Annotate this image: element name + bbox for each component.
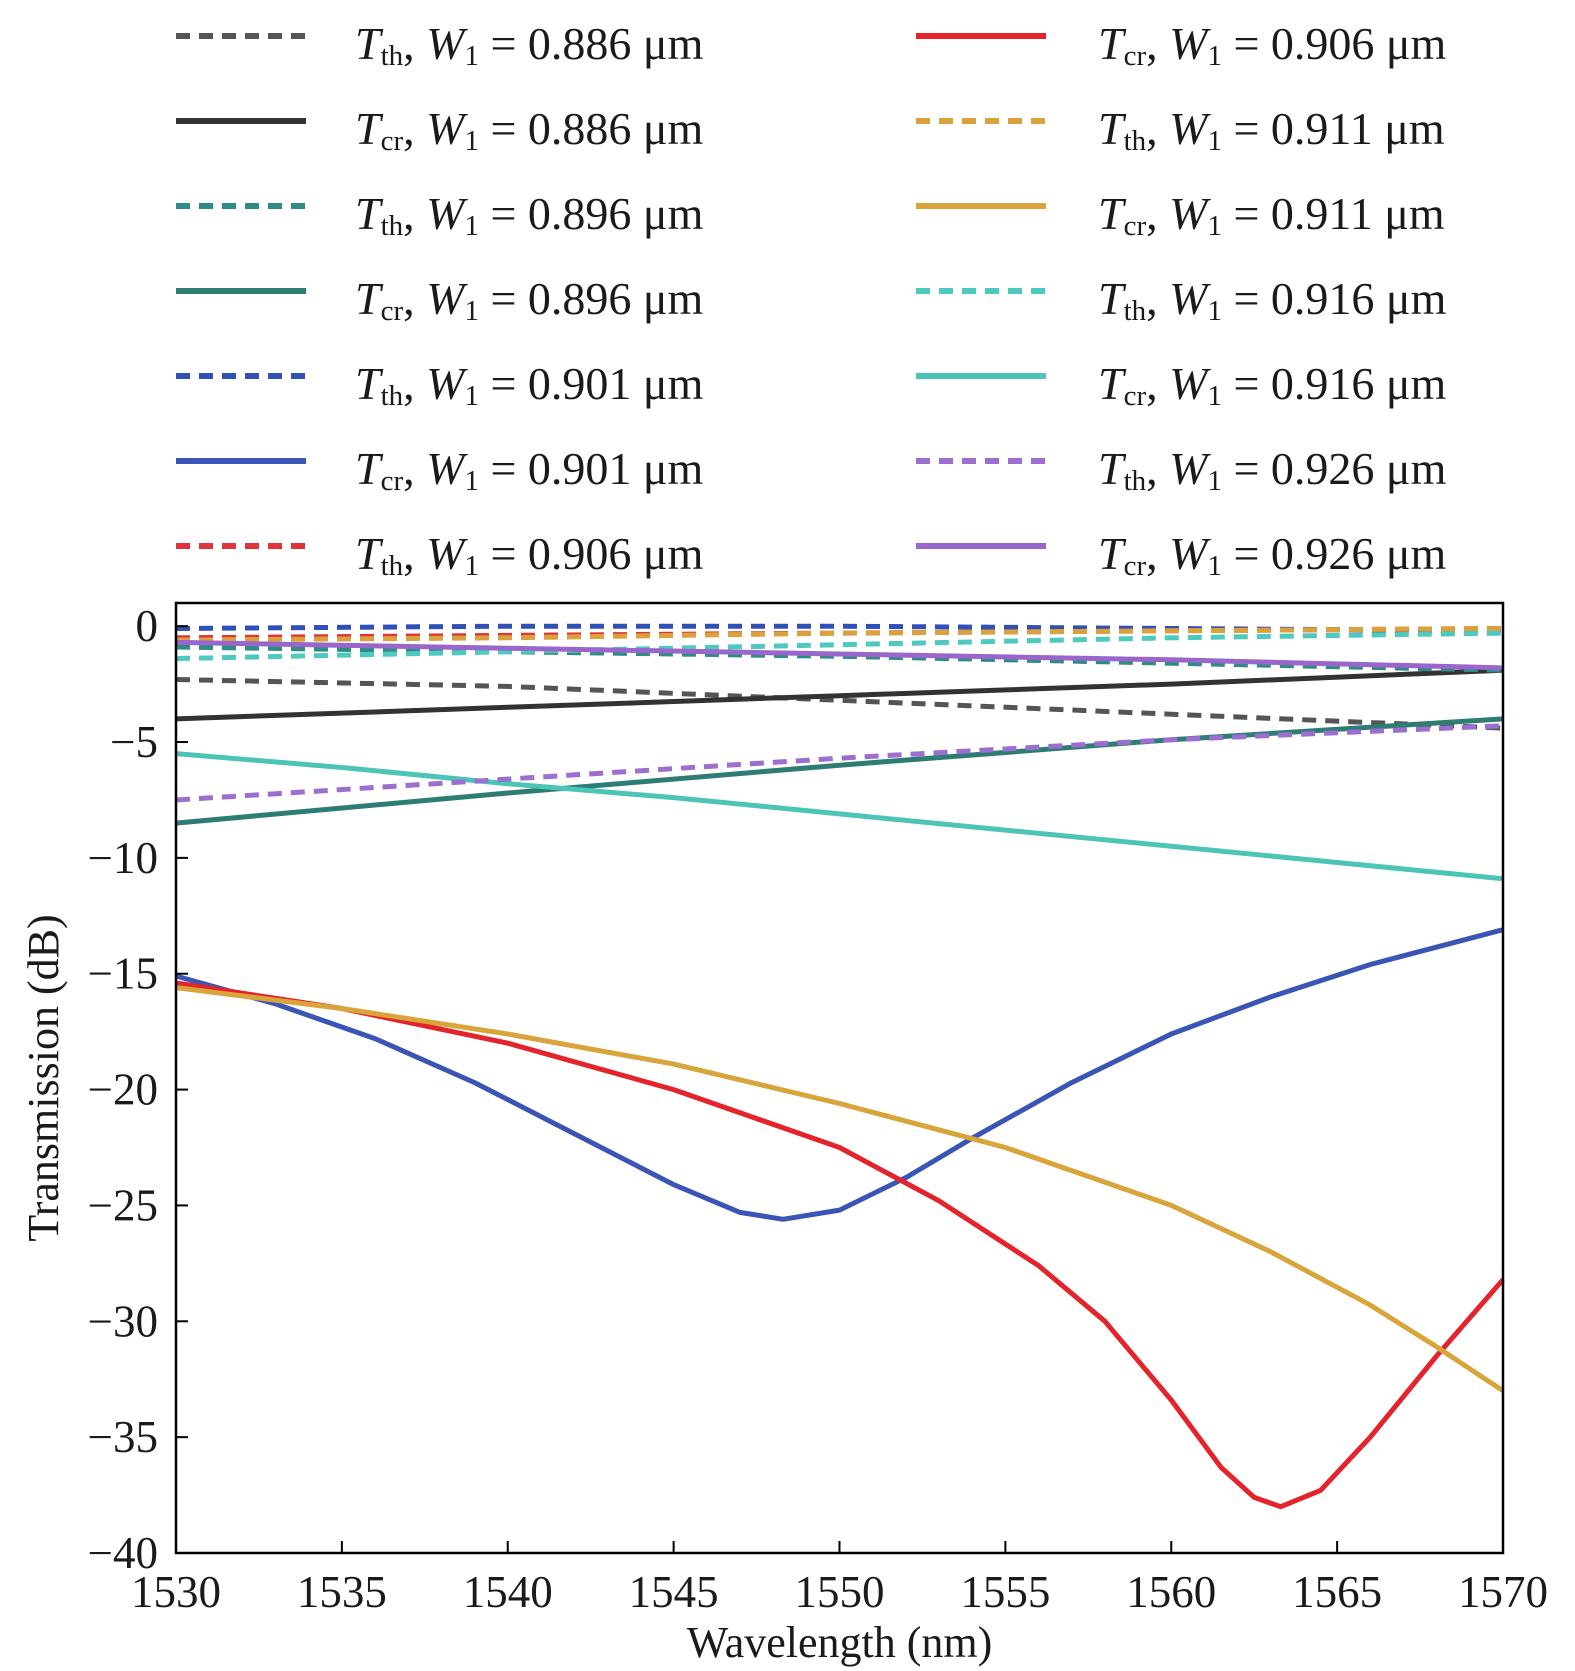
x-tick-label: 1555	[960, 1567, 1050, 1617]
legend-label: Tth, W1 = 0.896 μm	[355, 188, 704, 242]
legend-item-14: Tcr, W1 = 0.926 μm	[916, 528, 1447, 582]
x-tick-label: 1535	[297, 1567, 387, 1617]
legend-label: Tcr, W1 = 0.916 μm	[1098, 358, 1447, 412]
legend-item-10: Tcr, W1 = 0.911 μm	[916, 188, 1445, 242]
legend-label: Tcr, W1 = 0.911 μm	[1098, 188, 1445, 242]
x-tick-label: 1570	[1458, 1567, 1548, 1617]
legend-label: Tth, W1 = 0.901 μm	[355, 358, 704, 412]
x-tick-label: 1545	[629, 1567, 719, 1617]
legend-label: Tth, W1 = 0.886 μm	[355, 18, 704, 72]
y-tick-label: −35	[88, 1412, 158, 1462]
legend-item-12: Tcr, W1 = 0.916 μm	[916, 358, 1447, 412]
series-line-3	[175, 644, 1504, 673]
legend-item-8: Tcr, W1 = 0.906 μm	[916, 18, 1447, 72]
series-line-8	[175, 980, 1505, 1510]
plot-frame	[174, 601, 1505, 1555]
y-tick-label: −20	[88, 1065, 158, 1115]
legend-label: Tth, W1 = 0.906 μm	[355, 528, 704, 582]
x-axis: 1530 1535 1540 1545 1550 1555 1560 1565 1570	[131, 1541, 1548, 1617]
series-line-14	[175, 639, 1504, 671]
legend-item-6: Tcr, W1 = 0.901 μm	[176, 443, 704, 497]
legend-item-13: Tth, W1 = 0.926 μm	[916, 443, 1447, 497]
x-tick-label: 1565	[1292, 1567, 1382, 1617]
legend: Tth, W1 = 0.886 μm Tcr, W1 = 0.886 μm Tth,…	[176, 18, 1447, 582]
legend-item-9: Tth, W1 = 0.911 μm	[916, 103, 1445, 157]
x-tick-label: 1550	[795, 1567, 885, 1617]
series-line-1	[175, 677, 1504, 731]
series-layer	[175, 623, 1505, 1510]
legend-label: Tcr, W1 = 0.906 μm	[1098, 18, 1447, 72]
legend-label: Tth, W1 = 0.926 μm	[1098, 443, 1447, 497]
legend-label: Tcr, W1 = 0.896 μm	[355, 273, 704, 327]
x-tick-label: 1530	[131, 1567, 221, 1617]
y-axis-title: Transmission (dB)	[19, 914, 68, 1241]
legend-label: Tcr, W1 = 0.886 μm	[355, 103, 704, 157]
series-line-2	[175, 667, 1504, 722]
x-tick-label: 1540	[463, 1567, 553, 1617]
y-tick-label: −40	[88, 1528, 158, 1578]
legend-item-7: Tth, W1 = 0.906 μm	[176, 528, 704, 582]
y-tick-label: 0	[136, 601, 159, 651]
legend-item-1: Tth, W1 = 0.886 μm	[176, 18, 704, 72]
legend-item-4: Tcr, W1 = 0.896 μm	[176, 273, 704, 327]
y-tick-label: −30	[88, 1296, 158, 1346]
y-axis: 0 −5 −10 −15 −20 −25 −30 −35 −40	[88, 601, 188, 1578]
legend-item-2: Tcr, W1 = 0.886 μm	[176, 103, 704, 157]
y-tick-label: −25	[88, 1180, 158, 1230]
x-axis-title: Wavelength (nm)	[687, 1618, 993, 1667]
legend-label: Tcr, W1 = 0.901 μm	[355, 443, 704, 497]
x-tick-label: 1560	[1126, 1567, 1216, 1617]
y-tick-label: −5	[110, 717, 158, 767]
legend-item-5: Tth, W1 = 0.901 μm	[176, 358, 704, 412]
series-line-10	[175, 985, 1505, 1393]
legend-label: Tth, W1 = 0.916 μm	[1098, 273, 1447, 327]
series-line-11	[175, 630, 1504, 662]
series-line-6	[175, 927, 1504, 1222]
legend-label: Tth, W1 = 0.911 μm	[1098, 103, 1445, 157]
series-line-13	[175, 723, 1504, 803]
legend-item-11: Tth, W1 = 0.916 μm	[916, 273, 1447, 327]
legend-label: Tcr, W1 = 0.926 μm	[1098, 528, 1447, 582]
y-tick-label: −10	[88, 833, 158, 883]
series-line-9	[175, 626, 1504, 643]
y-tick-label: −15	[88, 949, 158, 999]
series-line-12	[175, 751, 1504, 882]
legend-item-3: Tth, W1 = 0.896 μm	[176, 188, 704, 242]
